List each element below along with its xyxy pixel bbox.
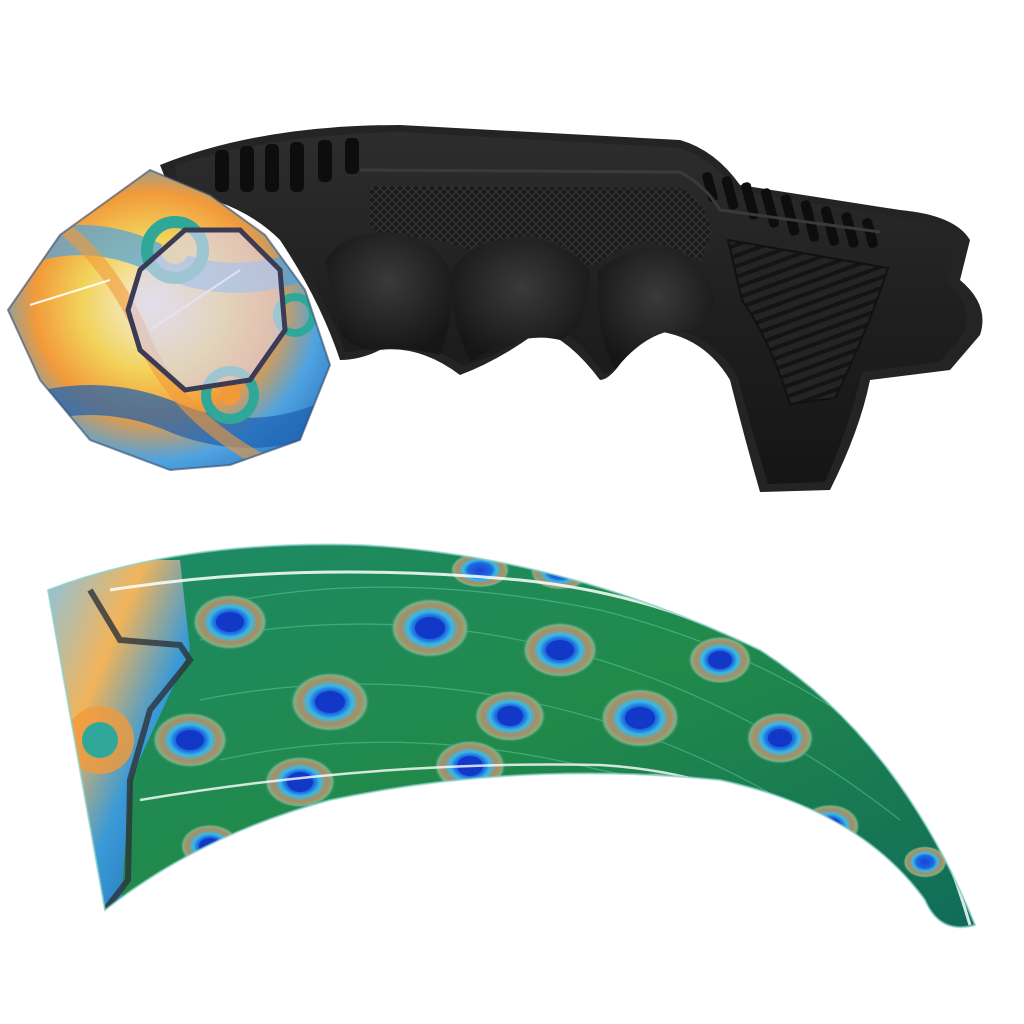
blade-outline (46, 543, 977, 929)
karambit-handle (160, 125, 983, 492)
mesh-grip-panel (370, 186, 712, 268)
striped-grip-panel (726, 238, 890, 406)
karambit-blade (46, 543, 977, 929)
handle-edge-highlight (359, 168, 881, 234)
finger-grooves (325, 232, 715, 370)
ring-hole (125, 227, 288, 393)
jimping-notches (215, 138, 359, 192)
